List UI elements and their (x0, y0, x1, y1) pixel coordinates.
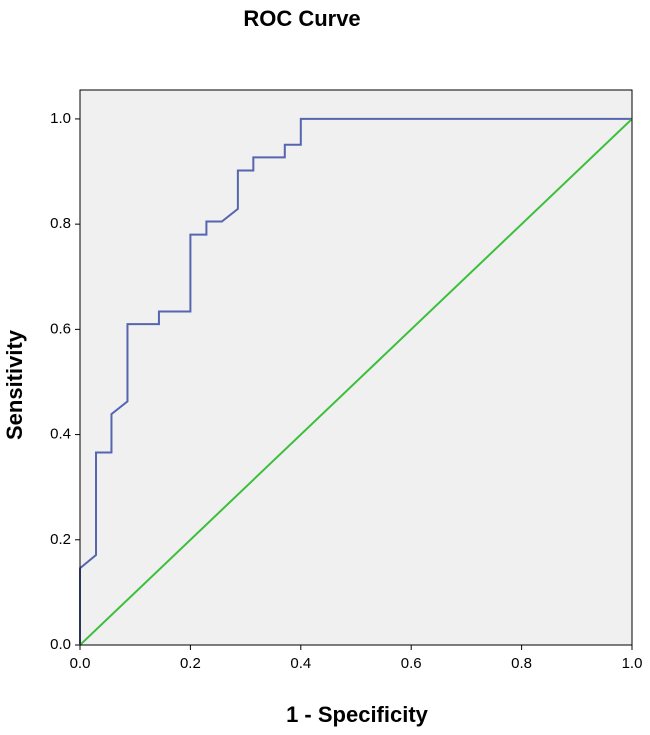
y-axis-label: Sensitivity (2, 329, 27, 440)
plot-border (79, 89, 633, 646)
line (79, 118, 633, 646)
y-tick-label: 0.0 (50, 636, 71, 653)
x-tick-label: 1.0 (622, 655, 643, 672)
x-tick-label: 0.6 (401, 655, 422, 672)
x-axis-label: 1 - Specificity (286, 702, 429, 727)
x-tick-label: 0.0 (70, 655, 91, 672)
chart-title: ROC Curve (243, 6, 360, 31)
y-tick-label: 0.2 (50, 531, 71, 548)
line (79, 117, 632, 645)
x-tick-label: 0.4 (290, 655, 311, 672)
y-tick-label: 0.6 (50, 320, 71, 337)
y-tick-label: 0.4 (50, 426, 71, 443)
y-tick-label: 0.8 (50, 215, 71, 232)
y-tick-label: 1.0 (50, 110, 71, 127)
x-tick-label: 0.2 (180, 655, 201, 672)
x-tick-label: 0.8 (511, 655, 532, 672)
plot-area (80, 90, 632, 645)
